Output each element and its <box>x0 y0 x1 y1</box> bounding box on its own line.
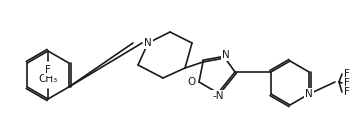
Text: -N: -N <box>212 91 224 101</box>
Text: N: N <box>305 89 313 99</box>
Text: F: F <box>45 65 51 75</box>
Text: O: O <box>188 77 196 87</box>
Text: F: F <box>344 87 350 97</box>
Text: F: F <box>344 78 350 88</box>
Text: F: F <box>344 69 350 79</box>
Text: CH₃: CH₃ <box>38 74 58 84</box>
Text: N: N <box>222 50 230 60</box>
Text: N: N <box>144 38 152 48</box>
